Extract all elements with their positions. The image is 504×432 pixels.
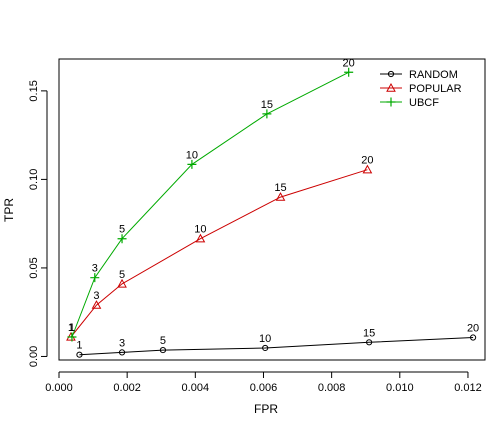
popular-point-label: 15 [274,182,286,194]
x-axis-label: FPR [254,402,278,416]
ubcf-point-label: 1 [69,322,75,334]
y-tick-label: 0.10 [28,169,40,190]
series-ubcf: 1 3 5 10 15 20 [67,57,355,342]
popular-point [362,164,373,174]
popular-point-label: 3 [93,290,99,302]
random-point [159,346,167,354]
plot-frame [58,58,486,361]
popular-point-label: 5 [119,269,125,281]
series-random: 1 3 5 10 15 20 [76,323,479,358]
random-point [262,344,269,352]
ubcf-line [71,71,349,338]
x-tick-label: 0.004 [182,382,210,394]
random-point-label: 3 [119,337,125,349]
popular-point [275,192,286,201]
random-point-label: 20 [467,323,479,335]
ubcf-point [187,159,197,169]
ubcf-point-label: 3 [92,263,98,275]
y-axis-label: TPR [2,198,16,222]
random-point-label: 1 [76,340,82,352]
x-tick-label: 0.002 [113,382,141,394]
legend-marker-random [387,70,395,78]
series-popular: 1 3 5 10 15 20 [66,155,374,341]
ubcf-point-label: 20 [343,57,355,69]
ubcf-point-label: 15 [261,99,273,111]
random-line [79,337,474,356]
legend-label-ubcf: UBCF [409,97,439,109]
legend-label-random: RANDOM [409,69,458,81]
ubcf-point [262,109,272,119]
legend-marker-popular [386,82,396,92]
random-point [76,351,83,358]
y-tick-label: 0.05 [28,257,40,278]
popular-point-label: 10 [194,224,206,236]
y-tick-label: 0.15 [28,80,40,101]
legend: RANDOM POPULAR UBCF [380,69,462,109]
random-point-label: 5 [160,335,166,347]
popular-point-label: 1 [68,322,74,334]
popular-line [70,169,368,338]
random-point-label: 10 [259,333,271,345]
ubcf-point [67,332,77,342]
ubcf-point-label: 10 [186,149,198,161]
ubcf-point [344,67,354,77]
x-tick-label: 0.000 [45,382,73,394]
ubcf-point [117,234,127,244]
ubcf-point-label: 5 [119,224,125,236]
x-tick-label: 0.012 [454,382,482,394]
popular-point [195,233,206,243]
x-axis: 0.000 0.002 0.004 0.006 0.008 0.010 0.012 [45,371,482,394]
popular-point-label: 20 [361,155,373,167]
y-axis: 0.00 0.05 0.10 0.15 [28,80,48,367]
ubcf-point [90,273,100,283]
popular-point [91,300,102,309]
legend-marker-ubcf [386,97,396,107]
random-point-label: 15 [363,327,375,339]
legend-label-popular: POPULAR [409,83,462,95]
random-point [469,334,477,341]
random-point [366,339,373,346]
y-tick-label: 0.00 [28,346,40,367]
x-tick-label: 0.006 [250,382,278,394]
x-tick-label: 0.010 [386,382,414,394]
random-point [118,349,126,356]
popular-point [117,278,127,288]
x-tick-label: 0.008 [318,382,346,394]
